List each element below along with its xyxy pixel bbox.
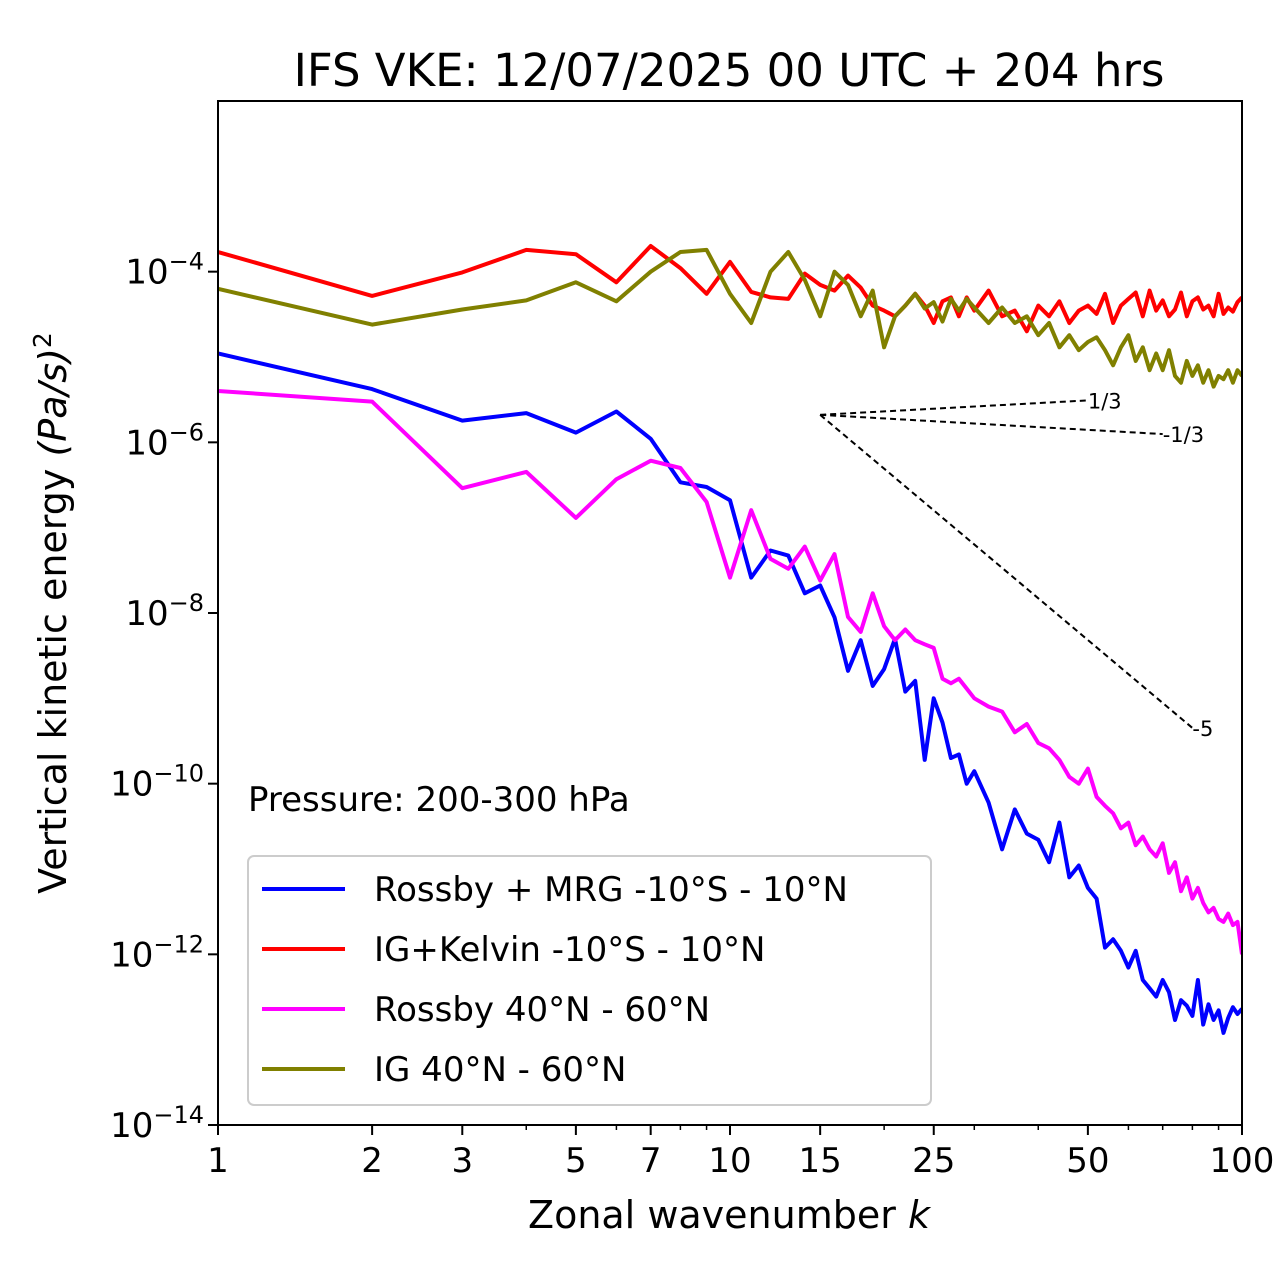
series-layer [218, 244, 1242, 1035]
legend-label-2: IG+Kelvin -10°S - 10°N [374, 930, 765, 970]
series-line-3 [218, 389, 1242, 955]
y-tick-label: 10−14 [110, 1101, 204, 1146]
chart-title: IFS VKE: 12/07/2025 00 UTC + 204 hrs [294, 44, 1165, 97]
x-tick-label: 7 [640, 1141, 662, 1181]
legend-label-1: Rossby + MRG -10°S - 10°N [374, 870, 848, 910]
reference-slope-label-3: -5 [1192, 717, 1213, 741]
x-tick-label: 50 [1066, 1141, 1109, 1181]
series-line-1 [218, 351, 1242, 1035]
x-tick-label: 15 [799, 1141, 842, 1181]
x-axis: 1 2 3 5 7 10 15 25 50 100 [207, 1125, 1274, 1181]
reference-slope-line-2 [820, 413, 1163, 436]
y-axis: 10−14 10−12 10−10 10−8 10−6 10−4 [110, 248, 218, 1146]
legend-box [247, 855, 932, 1106]
series-line-4 [218, 247, 1242, 389]
y-tick-label: 10−4 [125, 248, 204, 293]
legend-label-3: Rossby 40°N - 60°N [374, 990, 710, 1030]
reference-slope-line-1 [820, 399, 1088, 416]
pressure-annotation: Pressure: 200-300 hPa [248, 780, 630, 820]
x-tick-label: 10 [708, 1141, 751, 1181]
x-tick-label: 5 [565, 1141, 587, 1181]
x-tick-label: 3 [451, 1141, 473, 1181]
series-line-2 [218, 244, 1242, 334]
x-tick-label: 2 [361, 1141, 383, 1181]
y-axis-label: Vertical kinetic energy (Pa/s)2 [28, 332, 75, 894]
reference-slope-line-3 [819, 414, 1194, 729]
x-tick-label: 100 [1210, 1141, 1275, 1181]
legend: Rossby + MRG -10°S - 10°N IG+Kelvin -10°S… [247, 855, 932, 1106]
y-tick-label: 10−6 [125, 418, 204, 463]
y-tick-label: 10−10 [110, 760, 204, 805]
reference-slopes: 1/3 -1/3 -5 [819, 389, 1213, 741]
legend-label-4: IG 40°N - 60°N [374, 1050, 626, 1090]
reference-slope-label-2: -1/3 [1163, 423, 1204, 447]
y-tick-label: 10−8 [125, 589, 204, 634]
x-tick-label: 25 [912, 1141, 955, 1181]
x-axis-label: Zonal wavenumber k [528, 1193, 932, 1237]
y-tick-label: 10−12 [110, 930, 204, 975]
reference-slope-label-1: 1/3 [1088, 389, 1122, 413]
x-tick-label: 1 [207, 1141, 229, 1181]
